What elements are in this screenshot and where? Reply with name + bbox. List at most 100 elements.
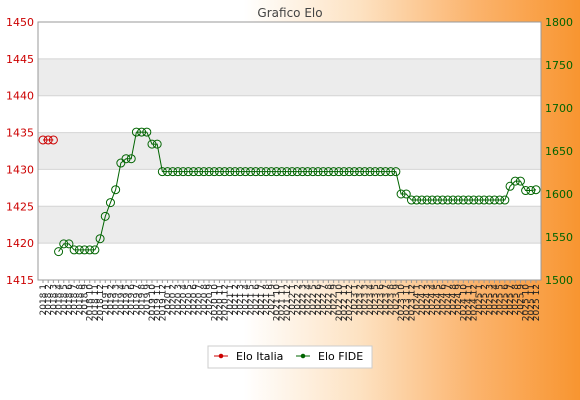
data-point (505, 181, 515, 191)
x-tick-label: 2018 8 (75, 284, 85, 316)
data-point (85, 245, 95, 255)
right-axis-ticks: 1500 1550 1600 1650 1700 1750 1800 (545, 16, 573, 287)
data-point (515, 176, 525, 186)
data-point (131, 127, 141, 137)
x-tick-label: 2025 5 (496, 284, 506, 316)
x-tick-label: 2021 11 (278, 284, 288, 321)
data-point (152, 139, 162, 149)
data-point (235, 167, 245, 177)
left-tick-label: 1415 (6, 274, 34, 287)
data-point (339, 167, 349, 177)
x-tick-label: 2024 8 (449, 284, 459, 316)
x-tick-label: 2024 12 (470, 284, 480, 321)
grid-band (38, 22, 541, 59)
data-point (479, 195, 489, 205)
x-tick-label: 2024 9 (454, 284, 464, 316)
data-point (38, 135, 48, 145)
x-tick-label: 2021 5 (247, 284, 257, 316)
x-tick-label: 2020 9 (205, 284, 215, 316)
x-tick-label: 2018 1 (39, 284, 49, 316)
data-point (142, 127, 152, 137)
data-point (355, 167, 365, 177)
data-point (105, 198, 115, 208)
right-tick-label: 1600 (545, 188, 573, 201)
data-point (80, 245, 90, 255)
data-point (188, 167, 198, 177)
data-point (521, 186, 531, 196)
data-point (251, 167, 261, 177)
x-tick-label: 2023 11 (402, 284, 412, 321)
data-point (474, 195, 484, 205)
plot-border (37, 21, 542, 281)
x-tick-label: 2020 5 (184, 284, 194, 316)
x-tick-label: 2018 12 (96, 284, 106, 321)
grid-band (38, 206, 541, 244)
data-point (64, 239, 74, 249)
data-point (168, 167, 178, 177)
x-tick-label: 2019 3 (112, 284, 122, 316)
x-tick-label: 2024 5 (433, 284, 443, 316)
x-tick-label: 2019 7 (132, 284, 142, 316)
data-point (194, 167, 204, 177)
x-tick-label: 2023 8 (387, 284, 397, 316)
left-tick-label: 1440 (6, 90, 34, 103)
left-axis-ticks: 1415 1420 1425 1430 1435 1440 1445 1450 (6, 16, 34, 287)
data-point (531, 185, 541, 195)
x-tick-label: 2025 4 (490, 284, 500, 316)
x-tick-label: 2021 6 (252, 284, 262, 316)
x-tick-label: 2020 11 (215, 284, 225, 321)
data-point (157, 167, 167, 177)
data-point (69, 245, 79, 255)
x-tick-label: 2021 4 (241, 284, 251, 316)
right-tick-label: 1700 (545, 102, 573, 115)
data-point (246, 167, 256, 177)
data-point (230, 167, 240, 177)
x-tick-label: 2020 7 (195, 284, 205, 316)
x-tick-label: 2019 12 (158, 284, 168, 321)
data-point (111, 185, 121, 195)
data-point (43, 135, 53, 145)
x-tick-label: 2019 11 (153, 284, 163, 321)
x-tick-label: 2023 1 (350, 284, 360, 316)
data-point (90, 245, 100, 255)
data-point (178, 167, 188, 177)
x-tick-label: 2022 10 (335, 284, 345, 321)
series-elo-italia (38, 135, 58, 145)
x-tick-label: 2023 6 (376, 284, 386, 316)
data-point (438, 195, 448, 205)
chart-title: Grafico Elo (257, 6, 322, 20)
x-tick-label: 2018 5 (60, 284, 70, 316)
x-tick-label: 2018 2 (44, 284, 54, 316)
data-point (74, 245, 84, 255)
data-point (391, 167, 401, 177)
right-tick-label: 1650 (545, 145, 573, 158)
data-point (199, 167, 209, 177)
data-point (510, 176, 520, 186)
data-point (495, 195, 505, 205)
data-point (287, 167, 297, 177)
x-tick-label: 2018 6 (65, 284, 75, 316)
x-tick-label: 2024 2 (418, 284, 428, 316)
left-tick-label: 1430 (6, 163, 34, 176)
data-point (526, 186, 536, 196)
data-point (422, 195, 432, 205)
data-point (308, 167, 318, 177)
legend-label: Elo FIDE (318, 350, 363, 363)
x-tick-label: 2023 7 (382, 284, 392, 316)
x-tick-label: 2020 2 (169, 284, 179, 316)
legend-label: Elo Italia (236, 350, 283, 363)
x-tick-label: 2019 1 (101, 284, 111, 316)
x-tick-label: 2018 7 (70, 284, 80, 316)
right-tick-label: 1800 (545, 16, 573, 29)
data-point (100, 211, 110, 221)
data-point (489, 195, 499, 205)
x-tick-label: 2023 3 (361, 284, 371, 316)
x-tick-label: 2022 5 (309, 284, 319, 316)
x-tick-label: 2025 11 (527, 284, 537, 321)
x-tick-label: 2025 2 (480, 284, 490, 316)
x-tick-label: 2022 11 (340, 284, 350, 321)
x-tick-label: 2025 1 (475, 284, 485, 316)
x-tick-label: 2025 8 (511, 284, 521, 316)
